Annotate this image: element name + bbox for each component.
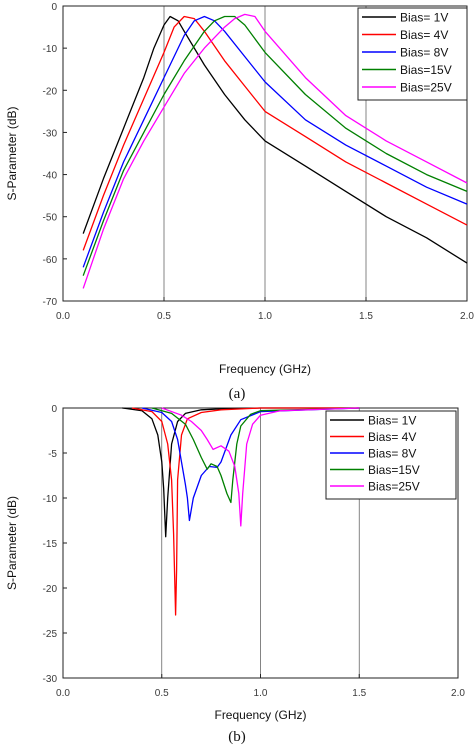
legend-label: Bias= 8V bbox=[368, 447, 416, 461]
x-axis-label: Frequency (GHz) bbox=[219, 362, 311, 376]
series-line-5 bbox=[82, 13, 468, 289]
legend-label: Bias=15V bbox=[368, 463, 420, 477]
legend-label: Bias=15V bbox=[400, 63, 452, 77]
y-tick-label: -20 bbox=[43, 584, 58, 595]
x-tick-label: 1.5 bbox=[352, 688, 366, 699]
x-tick-label: 2.0 bbox=[460, 311, 474, 322]
y-tick-label: 0 bbox=[51, 404, 57, 415]
chart-a: 0.0 0.5 1.0 1.5 2.0 0 -10 -20 -30 -40 -50 -60 -70 Fre… bbox=[5, 2, 474, 376]
y-tick-label: -30 bbox=[43, 128, 58, 139]
legend-label: Bias= 4V bbox=[400, 28, 448, 42]
caption-b: (b) bbox=[228, 729, 246, 745]
caption-a: (a) bbox=[229, 386, 246, 402]
legend-label: Bias=25V bbox=[400, 81, 452, 95]
chart-b: 0.0 0.5 1.0 1.5 2.0 0 -5 -10 -15 -20 -25 -30 Frequen… bbox=[5, 404, 465, 722]
series-line-2 bbox=[131, 407, 360, 616]
y-tick-label: -5 bbox=[48, 449, 57, 460]
x-tick-label: 1.0 bbox=[254, 688, 268, 699]
y-tick-label: -70 bbox=[43, 297, 58, 308]
y-axis-label: S-Parameter (dB) bbox=[5, 106, 19, 200]
legend-box bbox=[357, 7, 468, 101]
y-tick-label: 0 bbox=[51, 2, 57, 13]
series-line-5 bbox=[161, 407, 360, 527]
y-tick-label: -15 bbox=[43, 539, 58, 550]
x-tick-label: 1.0 bbox=[258, 311, 272, 322]
x-tick-label: 0.5 bbox=[155, 688, 169, 699]
y-tick-label: -60 bbox=[43, 255, 58, 266]
legend-label: Bias= 4V bbox=[368, 430, 416, 444]
legend-label: Bias= 1V bbox=[368, 414, 416, 428]
series-line-1 bbox=[82, 15, 468, 264]
x-tick-label: 2.0 bbox=[451, 688, 465, 699]
series-line-4 bbox=[82, 15, 468, 276]
y-tick-label: -25 bbox=[43, 629, 58, 640]
series-line-1 bbox=[122, 407, 360, 538]
y-tick-label: -30 bbox=[43, 674, 58, 685]
x-tick-label: 0.0 bbox=[56, 688, 70, 699]
y-tick-label: -10 bbox=[43, 44, 58, 55]
series-line-3 bbox=[141, 407, 360, 522]
legend-label: Bias= 1V bbox=[400, 11, 448, 25]
y-tick-label: -40 bbox=[43, 171, 58, 182]
legend-label: Bias= 8V bbox=[400, 46, 448, 60]
legend-label: Bias=25V bbox=[368, 480, 420, 494]
series-line-4 bbox=[151, 407, 360, 504]
x-axis-label: Frequency (GHz) bbox=[214, 708, 306, 722]
x-tick-label: 1.5 bbox=[359, 311, 373, 322]
y-axis-label: S-Parameter (dB) bbox=[5, 496, 19, 590]
x-tick-label: 0.5 bbox=[157, 311, 171, 322]
y-tick-label: -20 bbox=[43, 86, 58, 97]
y-tick-label: -10 bbox=[43, 494, 58, 505]
legend-box bbox=[325, 410, 457, 500]
x-tick-label: 0.0 bbox=[56, 311, 70, 322]
y-tick-label: -50 bbox=[43, 213, 58, 224]
